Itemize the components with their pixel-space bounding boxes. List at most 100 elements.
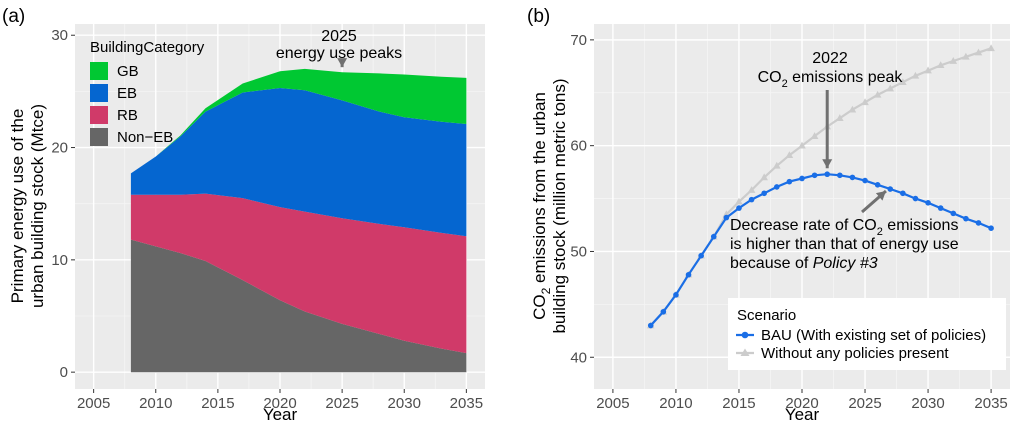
panel-b-y-ticks: 40 50 60 70 xyxy=(570,32,594,366)
point-no-policy xyxy=(987,44,995,52)
panel-b-legend-title: Scenario xyxy=(737,307,796,324)
panel-a-x-axis-title: Year xyxy=(263,405,298,424)
point-bau xyxy=(710,233,717,240)
point-bau xyxy=(887,186,894,192)
panel-a-x-tick-label: 2025 xyxy=(325,395,358,412)
panel-b-y-tick-label: 50 xyxy=(570,243,587,260)
point-no-policy xyxy=(836,114,844,121)
legend-label-no-policy: Without any policies present xyxy=(761,345,949,362)
panel-b-legend-box xyxy=(728,298,1006,370)
legend-marker-no-policy xyxy=(740,348,750,356)
point-bau xyxy=(660,308,667,315)
panel-b-legend: Scenario BAU (With existing set of polic… xyxy=(728,298,1006,370)
panel-b-y-tick-label: 70 xyxy=(570,32,587,49)
point-bau xyxy=(698,252,704,259)
point-bau xyxy=(773,184,780,190)
panel-b-y-tick-label: 40 xyxy=(570,349,587,366)
panel-b-lines xyxy=(646,44,995,329)
point-bau xyxy=(824,171,831,178)
point-no-policy xyxy=(924,66,932,74)
panel-b-x-ticks: 2005 2010 2015 2020 2025 2030 2035 xyxy=(596,389,1008,412)
point-no-policy xyxy=(747,186,756,193)
panel-b-y-axis-title-line2: building stock (million metric tons) xyxy=(550,78,569,333)
point-bau xyxy=(900,190,906,197)
annotation-a-year: 2025 xyxy=(321,28,357,45)
area-rb xyxy=(130,193,467,354)
panel-a-areas xyxy=(130,68,467,373)
legend-label-bau: BAU (With existing set of policies) xyxy=(761,327,986,344)
panel-b-tag: (b) xyxy=(527,6,550,27)
point-no-policy xyxy=(861,98,869,106)
point-no-policy xyxy=(785,151,794,158)
point-bau xyxy=(811,172,818,179)
point-bau xyxy=(963,215,969,222)
legend-swatch-gb xyxy=(90,62,108,80)
area-gb xyxy=(130,68,467,174)
panel-b-y-axis-title-line1: CO2 emissions from the urban xyxy=(530,92,553,320)
series-line-bau xyxy=(649,173,992,327)
panel-a-annotation: 2025 energy use peaks xyxy=(276,28,402,68)
legend-swatch-eb xyxy=(90,84,108,102)
point-no-policy xyxy=(760,173,768,181)
annotation-rate-arrow xyxy=(861,189,887,214)
panel-a-x-tick-label: 2010 xyxy=(139,395,172,412)
point-no-policy xyxy=(810,132,819,139)
point-no-policy xyxy=(949,57,958,64)
annotation-rate-line1: Decrease rate of CO2 emissions xyxy=(730,217,958,238)
panel-a-tag: (a) xyxy=(2,6,25,27)
point-no-policy xyxy=(798,141,806,149)
annotation-rate-line3: because of Policy #3 xyxy=(730,255,878,272)
panel-a-y-tick-label: 10 xyxy=(51,252,68,269)
panel-a-x-ticks: 2005 2010 2015 2020 2025 2030 2035 xyxy=(77,389,483,412)
panel-a: (a) 2005 2010 2015 2020 2025 2030 2035 0102030… xyxy=(2,6,485,424)
point-bau xyxy=(837,172,843,179)
panel-a-y-ticks: 0 10 20 30 xyxy=(51,27,75,381)
legend-label-rb: RB xyxy=(117,107,138,124)
panel-b-x-axis-title: Year xyxy=(785,405,820,424)
legend-swatch-rb xyxy=(90,106,108,124)
panel-b-x-tick-label: 2020 xyxy=(785,395,818,412)
point-bau xyxy=(673,292,679,298)
point-bau xyxy=(786,178,793,185)
point-bau xyxy=(748,196,755,203)
point-bau xyxy=(925,199,931,206)
panel-b-annotation-rate: Decrease rate of CO2 emissions is higher… xyxy=(730,189,959,272)
point-no-policy xyxy=(962,52,970,60)
panel-a-y-axis-title-line1: Primary energy use of the xyxy=(8,109,27,304)
legend-label-gb: GB xyxy=(117,63,139,80)
annotation-a-arrow xyxy=(337,58,348,68)
point-bau xyxy=(761,190,767,197)
point-bau xyxy=(988,225,994,231)
point-bau xyxy=(723,214,730,221)
panel-a-legend: BuildingCategory GB EB RB Non−EB xyxy=(90,39,205,146)
legend-label-eb: EB xyxy=(117,85,137,102)
point-bau xyxy=(799,175,805,182)
point-no-policy xyxy=(772,161,781,169)
panel-b-x-tick-label: 2005 xyxy=(596,395,629,412)
area-eb xyxy=(130,88,467,237)
point-no-policy xyxy=(974,48,983,56)
panel-b-y-tick-label: 60 xyxy=(570,138,587,155)
point-no-policy xyxy=(886,84,895,92)
panel-a-x-tick-label: 2005 xyxy=(77,395,110,412)
point-no-policy xyxy=(936,61,945,69)
annotation-peak-text: CO2 emissions peak xyxy=(758,69,904,90)
panel-a-y-tick-label: 0 xyxy=(60,364,68,381)
panel-b: (b) 2005 2010 2015 2020 2025 2030 2035 40 50 60 7… xyxy=(527,6,1010,424)
legend-label-non-eb: Non−EB xyxy=(117,129,173,146)
panel-a-y-tick-label: 30 xyxy=(51,27,68,44)
point-bau xyxy=(736,205,742,211)
annotation-peak-year: 2022 xyxy=(812,50,848,67)
panel-b-x-tick-label: 2035 xyxy=(974,395,1007,412)
panel-b-x-tick-label: 2025 xyxy=(848,395,881,412)
annotation-a-arrow-head xyxy=(337,58,348,68)
annotation-a-text: energy use peaks xyxy=(276,45,402,62)
panel-a-x-tick-label: 2015 xyxy=(201,395,234,412)
panel-a-y-axis-title-line2: urban building stock (Mtce) xyxy=(28,104,47,308)
panel-b-x-tick-label: 2010 xyxy=(659,395,692,412)
legend-swatch-non-eb xyxy=(90,128,108,146)
panel-a-x-tick-label: 2035 xyxy=(450,395,483,412)
point-no-policy xyxy=(911,71,920,79)
point-no-policy xyxy=(735,197,743,205)
